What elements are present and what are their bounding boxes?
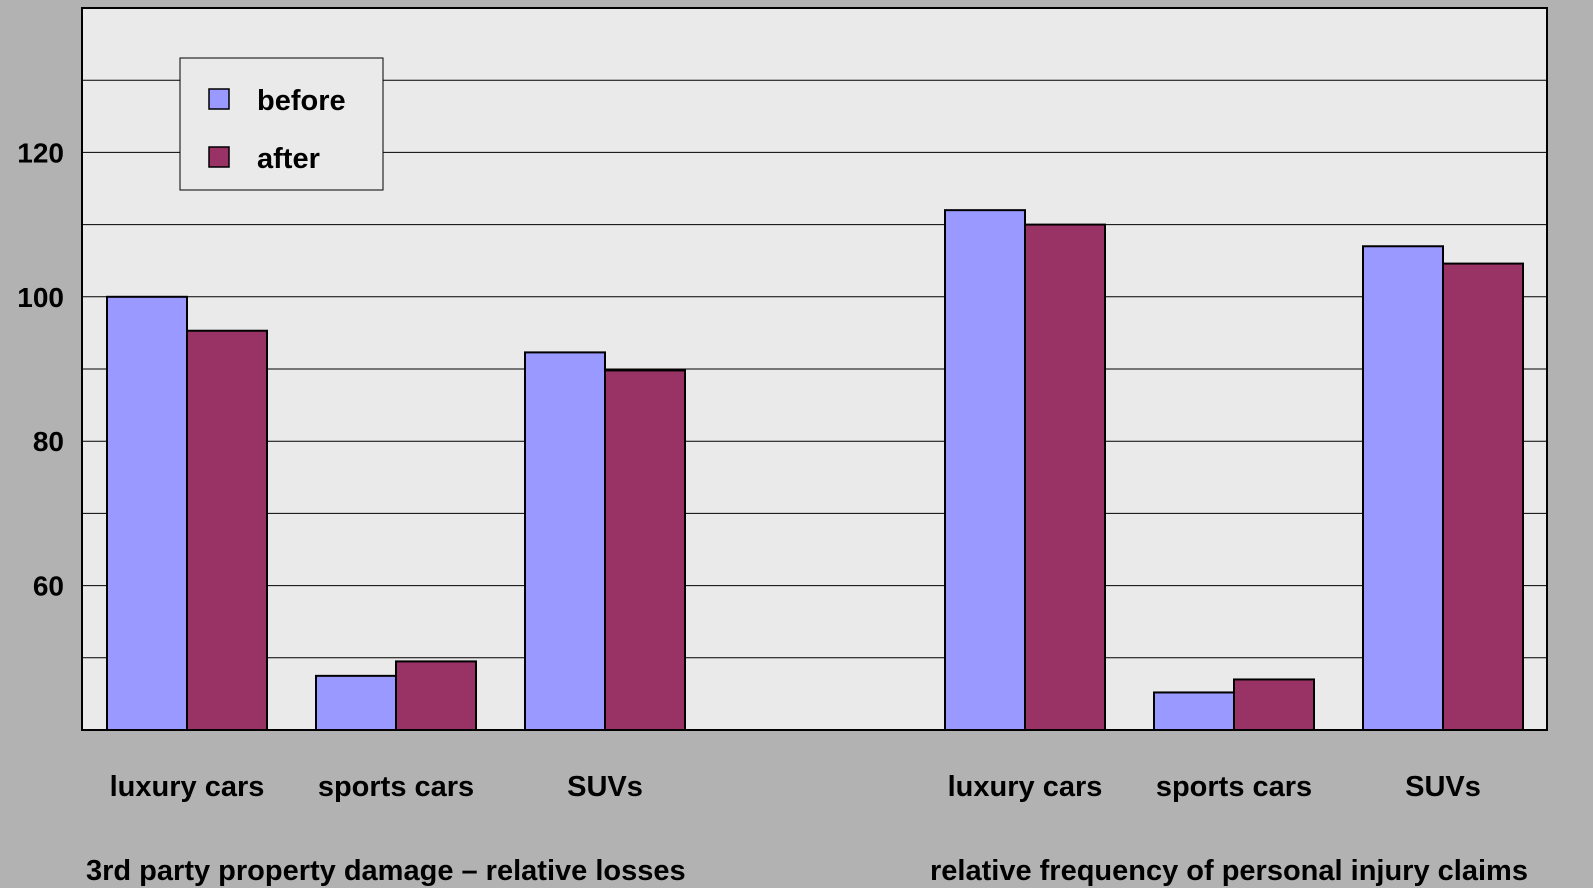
bar-before xyxy=(1153,691,1235,731)
y-tick-label: 100 xyxy=(17,282,64,313)
legend-swatch-after xyxy=(208,146,230,168)
bar-after xyxy=(1024,223,1106,731)
bars xyxy=(106,209,1524,732)
bar-before xyxy=(106,295,188,731)
category-label: sports cars xyxy=(318,771,474,803)
bar-after xyxy=(1442,262,1524,731)
bar-after xyxy=(186,329,268,731)
legend-swatch-before xyxy=(208,88,230,110)
legend-label-before: before xyxy=(257,85,346,117)
category-labels: luxury cars sports cars SUVs luxury cars spo… xyxy=(110,771,1481,803)
y-tick-label: 120 xyxy=(17,137,64,168)
category-label: luxury cars xyxy=(948,771,1103,803)
y-axis-tick-labels: 60 80 100 120 xyxy=(17,137,64,601)
bar-after xyxy=(395,660,477,731)
y-tick-label: 60 xyxy=(33,571,64,602)
legend-box xyxy=(179,57,384,191)
bar-after xyxy=(604,369,686,731)
plot-frame xyxy=(81,7,1548,731)
bar-before xyxy=(1362,245,1444,731)
y-tick-label: 80 xyxy=(33,426,64,457)
group-labels: 3rd party property damage – relative los… xyxy=(86,855,1528,887)
legend: before after xyxy=(179,57,384,191)
bar-before xyxy=(524,351,606,731)
category-label: SUVs xyxy=(1405,771,1481,803)
category-label: luxury cars xyxy=(110,771,265,803)
category-label: SUVs xyxy=(567,771,643,803)
bar-before xyxy=(944,209,1026,732)
category-label: sports cars xyxy=(1156,771,1312,803)
group-label: 3rd party property damage – relative los… xyxy=(86,855,686,887)
bar-after xyxy=(1233,678,1315,732)
legend-label-after: after xyxy=(257,143,320,175)
bar-before xyxy=(315,674,397,731)
group-label: relative frequency of personal injury cl… xyxy=(930,855,1528,887)
